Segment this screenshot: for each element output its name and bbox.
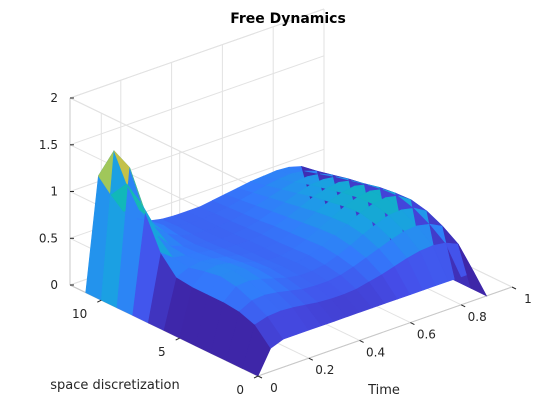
- x-tick-mark: [410, 322, 415, 326]
- z-tick-label: 1: [50, 185, 58, 199]
- axis-line-x: [257, 286, 513, 377]
- x-tick-mark: [460, 304, 466, 308]
- y-tick-label: 0: [236, 383, 244, 397]
- surface: [85, 150, 488, 377]
- z-tick-label: 2: [50, 91, 58, 105]
- x-tick-label: 0.4: [366, 345, 385, 359]
- x-tick-label: 1: [524, 292, 532, 306]
- x-axis-label: Time: [367, 383, 400, 398]
- x-tick-label: 0.2: [315, 363, 334, 377]
- x-tick-mark: [359, 339, 364, 343]
- back-edge-top: [69, 8, 325, 99]
- surface-patch: [457, 243, 488, 297]
- x-tick-mark: [308, 357, 314, 361]
- left-edge-top: [69, 97, 259, 190]
- x-tick-label: 0.8: [468, 310, 487, 324]
- z-tick-label: 1.5: [39, 138, 58, 152]
- z-tick-label: 0.5: [39, 231, 58, 245]
- chart-title: Free Dynamics: [230, 11, 346, 27]
- y-axis-label: space discretization: [50, 378, 180, 393]
- grid-line-z-back: [69, 55, 325, 146]
- y-tick-label: 5: [158, 345, 166, 359]
- x-tick-label: 0.6: [417, 328, 436, 342]
- y-tick-mark: [253, 375, 259, 379]
- y-tick-mark: [97, 299, 102, 303]
- y-tick-label: 10: [72, 307, 87, 321]
- y-tick-mark: [175, 337, 180, 341]
- x-tick-mark: [511, 286, 517, 290]
- z-tick-label: 0: [50, 278, 58, 292]
- x-tick-mark: [257, 375, 263, 379]
- x-tick-label: 0: [270, 381, 278, 395]
